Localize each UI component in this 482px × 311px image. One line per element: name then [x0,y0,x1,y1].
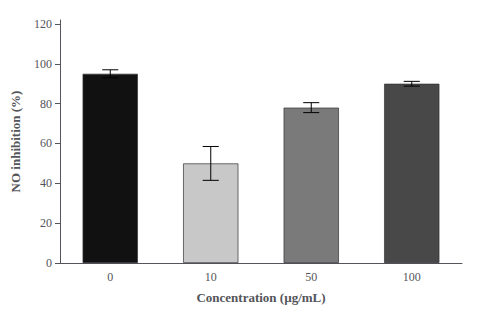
svg-text:20: 20 [40,216,52,230]
svg-text:80: 80 [40,97,52,111]
svg-text:0: 0 [46,256,52,270]
svg-text:50: 50 [305,270,317,284]
svg-text:60: 60 [40,136,52,150]
svg-text:Concentration (µg/mL): Concentration (µg/mL) [196,290,325,305]
svg-text:NO inhibition (%): NO inhibition (%) [8,91,23,193]
svg-text:40: 40 [40,176,52,190]
svg-text:120: 120 [34,17,52,31]
svg-text:100: 100 [403,270,421,284]
svg-text:0: 0 [107,270,113,284]
svg-text:10: 10 [205,270,217,284]
svg-text:100: 100 [34,57,52,71]
